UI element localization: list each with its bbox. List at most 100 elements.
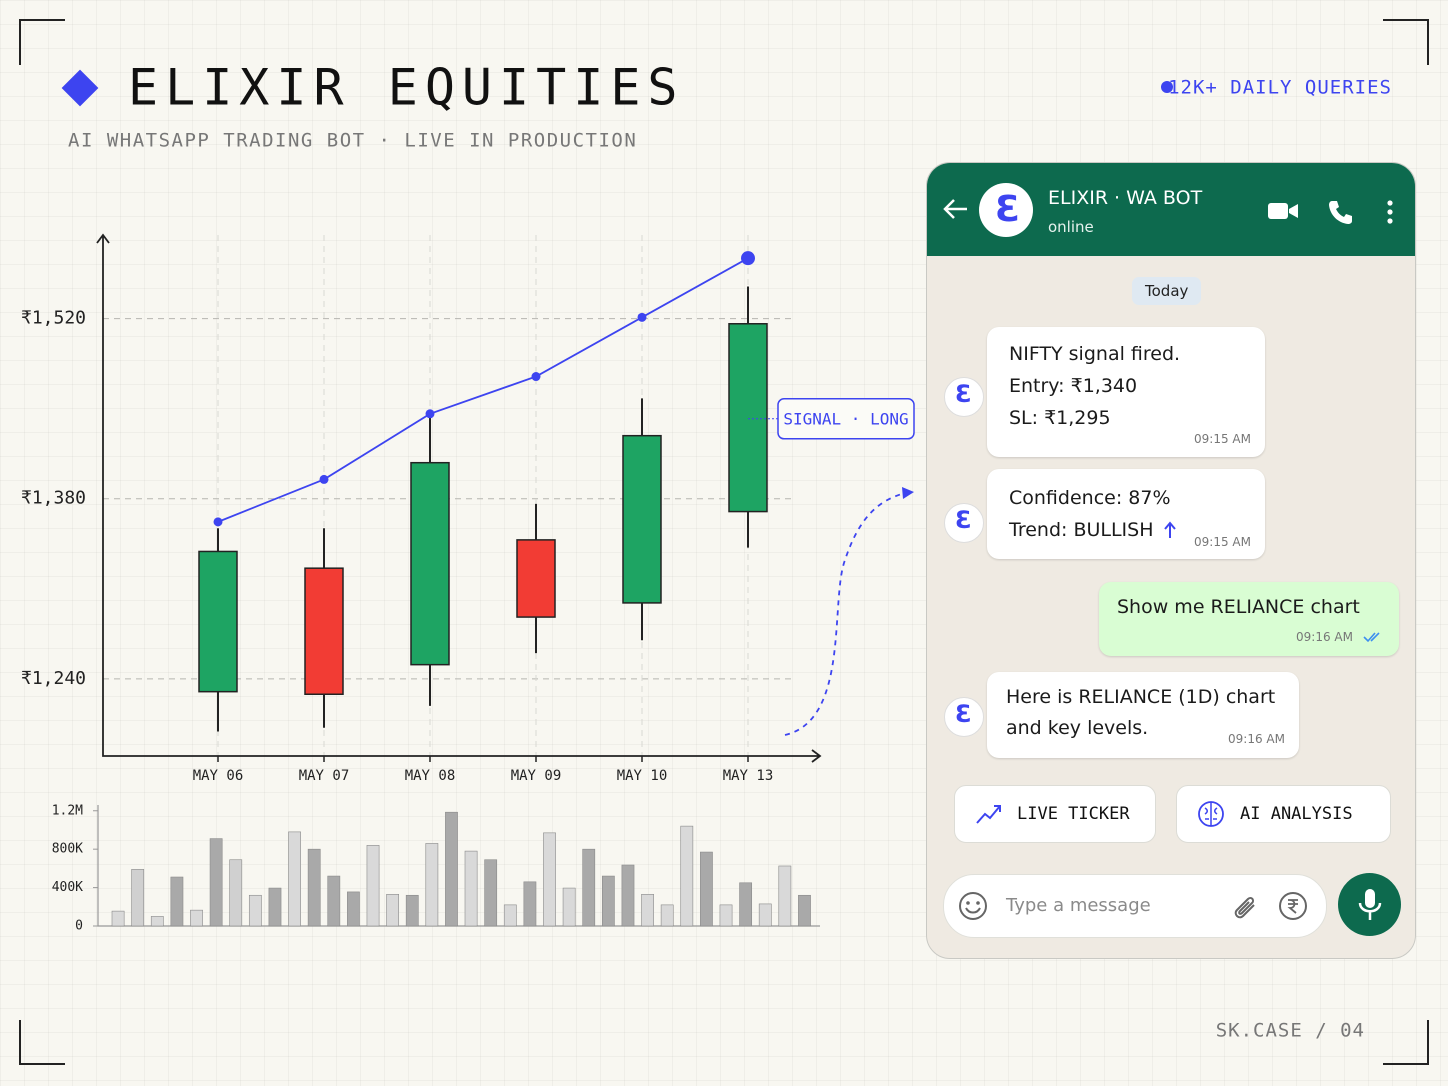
whatsapp-window: Ɛ ELIXIR · WA BOT online Today Ɛ NIFTY s… — [926, 162, 1416, 959]
volume-bar — [288, 831, 301, 927]
candle-body — [304, 567, 344, 696]
message-line: Trend: BULLISH — [1009, 519, 1154, 541]
trend-up-icon — [1164, 521, 1176, 538]
volume-bar — [660, 904, 674, 927]
volume-bar — [582, 848, 596, 927]
y-tick-label: 800K — [52, 842, 83, 857]
attach[interactable] — [1230, 892, 1260, 922]
volume-bar — [719, 904, 733, 927]
x-tick-label: MAY 13 — [723, 768, 774, 784]
trend-point — [425, 409, 435, 419]
footer: SK.CASE / 04 — [1216, 1020, 1365, 1042]
message-line: Entry: ₹1,340 — [1009, 375, 1138, 397]
y-tick-label: 1.2M — [52, 803, 83, 818]
connector-arrow — [784, 492, 906, 736]
volume-bar — [562, 887, 576, 927]
volume-bar — [739, 882, 753, 927]
volume-bar — [347, 891, 360, 927]
volume-bar — [601, 875, 615, 927]
message-time: 09:16 AM — [1296, 630, 1353, 644]
y-tick-label: ₹1,520 — [21, 308, 86, 329]
badge-dot — [1161, 81, 1173, 93]
input-placeholder: Type a message — [1006, 895, 1151, 916]
axes — [97, 805, 820, 927]
trend-line — [217, 257, 749, 523]
button-label: AI ANALYSIS — [1240, 804, 1353, 824]
message: Show me RELIANCE chart 09:16 AM — [1099, 582, 1399, 656]
quick-reply-button[interactable]: AI ANALYSIS — [1176, 785, 1391, 843]
logo-diamond — [61, 69, 99, 107]
read-ticks — [1363, 632, 1380, 643]
trend-point — [637, 312, 647, 322]
x-tick-label: MAY 10 — [617, 768, 668, 784]
message-line: Here is RELIANCE (1D) chart — [1006, 686, 1276, 708]
message-line: NIFTY signal fired. — [1009, 343, 1181, 365]
button-label: LIVE TICKER — [1017, 804, 1130, 824]
message-line: and key levels. — [1006, 717, 1149, 739]
corner-marks — [19, 19, 1429, 1065]
message: Confidence: 87% Trend: BULLISH 09:15 AM — [987, 469, 1265, 559]
message-time: 09:15 AM — [1194, 535, 1251, 549]
y-tick-label: 0 — [75, 919, 83, 934]
message-line: Show me RELIANCE chart — [1117, 596, 1360, 618]
trend-point — [319, 474, 329, 484]
message-time: 09:15 AM — [1194, 432, 1251, 446]
date-chip: Today — [1132, 277, 1202, 305]
volume-bar — [268, 887, 282, 927]
volume-bar — [111, 910, 125, 927]
volume-bar — [327, 875, 341, 927]
trend-point — [213, 517, 223, 527]
volume-bar — [523, 881, 537, 927]
bot-avatar: Ɛ — [944, 697, 984, 737]
volume-bar — [621, 864, 635, 927]
x-tick-label: MAY 07 — [299, 768, 350, 784]
candle-body — [622, 434, 662, 604]
payment[interactable] — [1278, 891, 1308, 921]
volume-bar — [641, 894, 654, 927]
volume-bar — [366, 845, 380, 927]
annotation-box — [777, 398, 915, 440]
y-tick-label: ₹1,380 — [21, 488, 86, 509]
volume-bar — [464, 850, 478, 927]
candle-body — [198, 550, 238, 693]
candle-body — [410, 461, 450, 666]
volume-bar — [778, 865, 792, 927]
bot-avatar: Ɛ — [944, 377, 984, 417]
voice-call[interactable] — [1327, 198, 1355, 226]
connector-arrowhead — [902, 487, 914, 499]
volume-bar — [700, 851, 713, 927]
subtitle: AI WHATSAPP TRADING BOT · LIVE IN PRODUC… — [68, 130, 637, 152]
back-button[interactable] — [941, 197, 969, 221]
volume-bar — [150, 916, 164, 927]
x-tick-label: MAY 08 — [405, 768, 456, 784]
y-tick-label: ₹1,240 — [21, 668, 86, 689]
message: NIFTY signal fired. Entry: ₹1,340 SL: ₹1… — [987, 327, 1265, 457]
bot-avatar: Ɛ — [944, 503, 984, 543]
chat-header: Ɛ ELIXIR · WA BOT online — [927, 163, 1415, 256]
mic-button[interactable] — [1338, 873, 1401, 936]
video-call[interactable] — [1267, 201, 1299, 221]
candle-body — [728, 323, 768, 513]
volume-bar — [758, 903, 772, 927]
volume-bar — [425, 843, 439, 927]
volume-bar — [798, 894, 811, 927]
quick-reply-button[interactable]: LIVE TICKER — [954, 785, 1156, 843]
candle-body — [516, 539, 556, 618]
avatar: Ɛ — [979, 183, 1033, 237]
contact-status: online — [1048, 218, 1094, 236]
badge: 12K+ DAILY QUERIES — [1168, 77, 1392, 99]
menu[interactable] — [1385, 199, 1395, 225]
volume-bar — [248, 894, 262, 927]
message-time: 09:16 AM — [1228, 732, 1285, 746]
volume-bar — [229, 859, 243, 927]
annotation: SIGNAL · LONG — [783, 409, 908, 428]
volume-bar — [209, 838, 223, 927]
volume-bar — [484, 859, 498, 927]
volume-bar — [131, 869, 145, 927]
volume-bar — [405, 894, 419, 927]
message-input[interactable]: Type a message — [943, 874, 1327, 938]
x-tick-label: MAY 09 — [511, 768, 562, 784]
volume-bar — [190, 909, 203, 927]
